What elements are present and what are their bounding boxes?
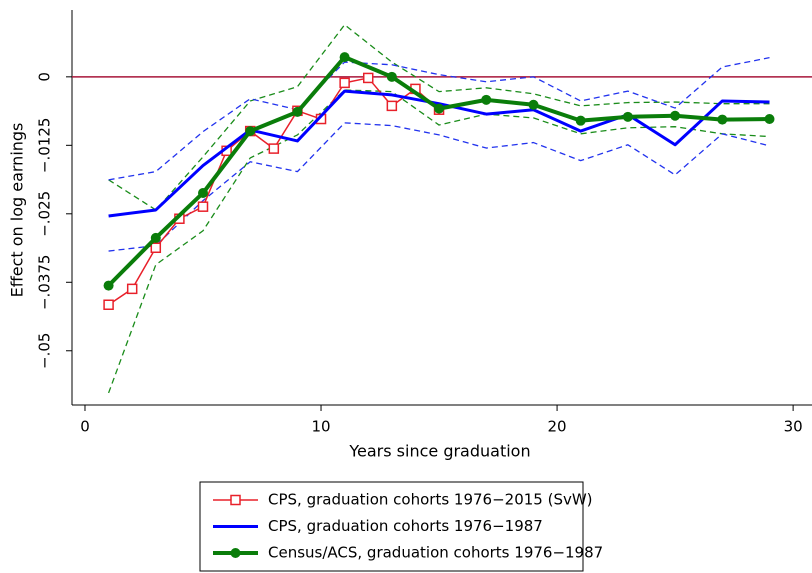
data-point <box>103 280 114 291</box>
data-point <box>481 94 492 105</box>
x-tick-label: 20 <box>548 418 567 436</box>
data-point <box>575 115 586 126</box>
data-point <box>150 242 162 254</box>
legend-label: Census/ACS, graduation cohorts 1976−1987 <box>268 544 603 562</box>
data-point <box>670 110 681 121</box>
legend-box <box>199 481 584 572</box>
data-point <box>434 103 445 114</box>
y-tick-label: −.025 <box>36 191 54 237</box>
confidence-line <box>108 122 770 252</box>
data-point <box>362 72 374 84</box>
data-point <box>150 232 161 243</box>
y-tick-label: −.05 <box>36 333 54 369</box>
y-tick-label: 0 <box>36 72 54 82</box>
data-point <box>245 126 256 137</box>
x-tick-label: 0 <box>80 418 90 436</box>
y-axis-title: Effect on log earnings <box>8 123 27 298</box>
data-point <box>292 106 303 117</box>
legend-marker <box>230 548 241 558</box>
confidence-line <box>108 24 770 211</box>
y-tick-label: −.0375 <box>36 255 54 311</box>
series-line <box>108 77 440 306</box>
x-tick-label: 10 <box>311 418 330 436</box>
data-point <box>197 201 209 212</box>
data-point <box>528 99 539 110</box>
data-point <box>622 111 633 122</box>
x-axis-title: Years since graduation <box>348 442 530 461</box>
data-point <box>268 143 280 154</box>
data-point <box>339 52 350 63</box>
data-point <box>764 114 775 125</box>
data-point <box>103 299 114 310</box>
confidence-line <box>107 89 770 394</box>
legend-label: CPS, graduation cohorts 1976−1987 <box>268 517 543 535</box>
y-tick-label: −.0125 <box>36 118 54 174</box>
data-point <box>126 283 138 295</box>
data-point <box>198 187 209 198</box>
legend-marker <box>230 494 241 506</box>
x-tick-label: 30 <box>784 418 803 436</box>
data-point <box>386 71 397 82</box>
data-point <box>386 100 398 112</box>
legend-label: CPS, graduation cohorts 1976−2015 (SvW) <box>268 491 593 509</box>
data-point <box>339 77 350 89</box>
data-point <box>717 114 728 125</box>
